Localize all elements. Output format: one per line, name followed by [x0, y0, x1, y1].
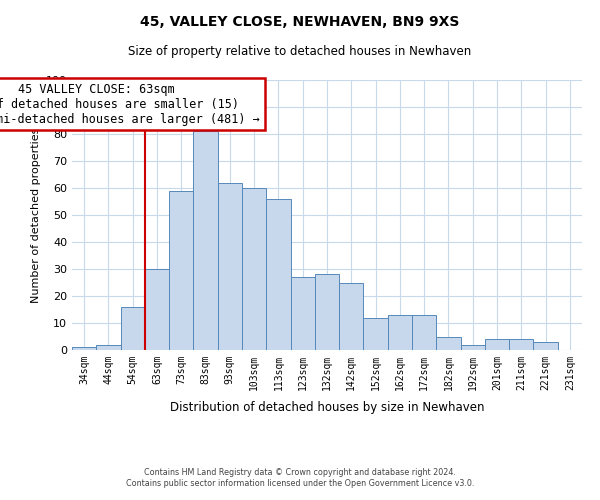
- Bar: [169, 190, 193, 350]
- Bar: [436, 336, 461, 350]
- Bar: [218, 182, 242, 350]
- Bar: [242, 188, 266, 350]
- Text: 45, VALLEY CLOSE, NEWHAVEN, BN9 9XS: 45, VALLEY CLOSE, NEWHAVEN, BN9 9XS: [140, 15, 460, 29]
- Text: Size of property relative to detached houses in Newhaven: Size of property relative to detached ho…: [128, 45, 472, 58]
- X-axis label: Distribution of detached houses by size in Newhaven: Distribution of detached houses by size …: [170, 401, 484, 414]
- Text: Contains HM Land Registry data © Crown copyright and database right 2024.
Contai: Contains HM Land Registry data © Crown c…: [126, 468, 474, 487]
- Bar: [364, 318, 388, 350]
- Bar: [388, 315, 412, 350]
- Text: 45 VALLEY CLOSE: 63sqm
← 3% of detached houses are smaller (15)
96% of semi-deta: 45 VALLEY CLOSE: 63sqm ← 3% of detached …: [0, 82, 260, 126]
- Bar: [412, 315, 436, 350]
- Bar: [290, 277, 315, 350]
- Y-axis label: Number of detached properties: Number of detached properties: [31, 128, 41, 302]
- Bar: [339, 282, 364, 350]
- Bar: [121, 307, 145, 350]
- Bar: [485, 339, 509, 350]
- Bar: [509, 339, 533, 350]
- Bar: [533, 342, 558, 350]
- Bar: [193, 132, 218, 350]
- Bar: [315, 274, 339, 350]
- Bar: [145, 269, 169, 350]
- Bar: [96, 344, 121, 350]
- Bar: [266, 199, 290, 350]
- Bar: [461, 344, 485, 350]
- Bar: [72, 348, 96, 350]
